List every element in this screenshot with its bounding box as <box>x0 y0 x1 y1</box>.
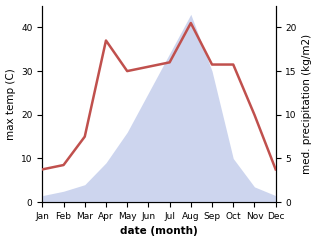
X-axis label: date (month): date (month) <box>120 227 198 236</box>
Y-axis label: max temp (C): max temp (C) <box>5 68 16 140</box>
Y-axis label: med. precipitation (kg/m2): med. precipitation (kg/m2) <box>302 34 313 174</box>
